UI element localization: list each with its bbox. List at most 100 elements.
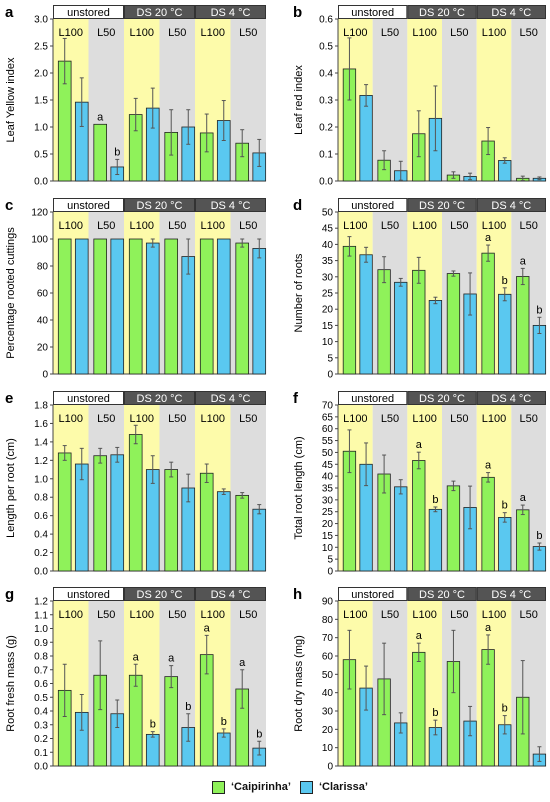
panel-letter: a [5,4,14,21]
significance-letter: b [536,530,542,542]
bar-clarissa [252,248,267,375]
panel-b: unstored DS 20 °C DS 4 °C L100 L50 L100 L50 L10… [293,4,547,188]
bar-clarissa [394,281,408,375]
bar-caipirinha [481,476,495,572]
y-tick-label: 0.4 [34,530,48,541]
significance-letter: a [520,492,527,504]
bar-caipirinha [164,469,179,572]
y-tick-label: 0.8 [34,493,48,504]
y-tick-label: 60 [322,424,334,435]
y-tick-label: 0.0 [34,177,48,188]
sublabel: L50 [239,413,257,425]
y-tick-label: 15 [322,531,334,542]
header-box [53,5,124,19]
bar-clarissa [74,238,89,375]
panel-g: unstored DS 20 °C DS 4 °C L100 L50 L100 L50 L10… [5,586,267,773]
header-label: unstored [351,7,394,19]
y-tick-label: 0.5 [34,150,48,161]
sublabel: L50 [450,220,468,232]
bar-caipirinha [446,485,461,572]
bar-caipirinha [93,123,108,182]
y-axis-label: Leaf red index [293,65,305,135]
header-label: DS 4 °C [491,7,531,19]
bar-caipirinha [481,649,495,767]
header-box [195,391,266,405]
panel-letter: c [5,197,13,214]
y-tick-label: 1.8 [34,401,48,412]
header-box [476,391,546,405]
panel-letter: e [5,390,13,407]
y-tick-label: 2.0 [34,69,48,80]
sublabel: L100 [201,609,225,621]
y-tick-label: 0 [327,762,333,773]
y-tick-label: 1.2 [34,597,48,608]
bar-clarissa [145,469,160,572]
y-tick-label: 0.3 [34,720,48,731]
header-label: unstored [351,393,394,405]
significance-letter: b [536,304,542,316]
bar-caipirinha [446,273,461,375]
significance-letter: a [485,460,492,472]
bar-caipirinha [57,452,72,572]
y-tick-label: 1.0 [34,474,48,485]
bar-caipirinha [199,238,214,375]
header-label: DS 4 °C [491,589,531,601]
header-box [53,587,124,601]
bar-caipirinha [93,238,108,375]
legend-label-caipirinha: ‘Caipirinha’ [231,781,291,793]
y-tick-label: 0.5 [319,42,333,53]
sublabel: L100 [482,413,506,425]
legend-swatch-caipirinha [212,780,225,794]
sublabel: L100 [412,609,436,621]
panel-c: unstored DS 20 °C DS 4 °C L100 L50 L100 L50 L10… [5,197,267,381]
y-tick-label: 80 [322,615,334,626]
header-label: DS 4 °C [491,200,531,212]
bar-caipirinha [199,472,214,572]
panel-letter: g [5,586,14,603]
y-tick-label: 40 [322,240,334,251]
y-tick-label: 45 [322,460,334,471]
y-tick-label: 25 [322,289,334,300]
y-tick-label: 10 [322,337,334,348]
header-label: DS 20 °C [419,7,465,19]
significance-letter: a [520,255,527,267]
y-tick-label: 30 [322,495,334,506]
y-tick-label: 40 [322,472,334,483]
panel-letter: f [293,390,299,407]
y-tick-label: 0.5 [34,693,48,704]
header-label: DS 20 °C [419,589,465,601]
sublabel: L50 [450,413,468,425]
y-tick-label: 120 [31,208,48,219]
panel-f: unstored DS 20 °C DS 4 °C L100 L50 L100 L50 L10… [293,390,547,578]
y-axis-label: Total root length (cm) [293,436,305,539]
header-label: DS 4 °C [211,393,251,405]
significance-letter: a [416,630,423,642]
significance-letter: b [185,701,191,713]
sublabel: L50 [168,413,186,425]
bar-clarissa [359,254,373,375]
y-tick-label: 0.0 [319,177,333,188]
bar-clarissa [216,732,231,767]
header-label: DS 20 °C [137,200,183,212]
y-tick-label: 1.2 [34,456,48,467]
y-axis-label: Root dry mass (mg) [293,635,305,732]
y-tick-label: 0.2 [34,734,48,745]
y-tick-label: 0.4 [34,707,48,718]
bar-clarissa [216,238,231,375]
header-label: unstored [67,200,110,212]
panel-h: unstored DS 20 °C DS 4 °C L100 L50 L100 L50 L10… [293,586,547,773]
significance-letter: b [150,719,156,731]
significance-letter: a [485,232,492,244]
y-tick-label: 5 [327,555,333,566]
y-tick-label: 0 [327,370,333,381]
y-tick-label: 20 [322,519,334,530]
header-label: unstored [351,589,394,601]
y-tick-label: 0 [327,567,333,578]
y-tick-label: 20 [322,305,334,316]
significance-letter: b [432,494,438,506]
significance-letter: b [502,703,508,715]
sublabel: L50 [239,27,257,39]
header-label: DS 20 °C [419,393,465,405]
y-tick-label: 0.1 [34,748,48,759]
significance-letter: b [502,500,508,512]
